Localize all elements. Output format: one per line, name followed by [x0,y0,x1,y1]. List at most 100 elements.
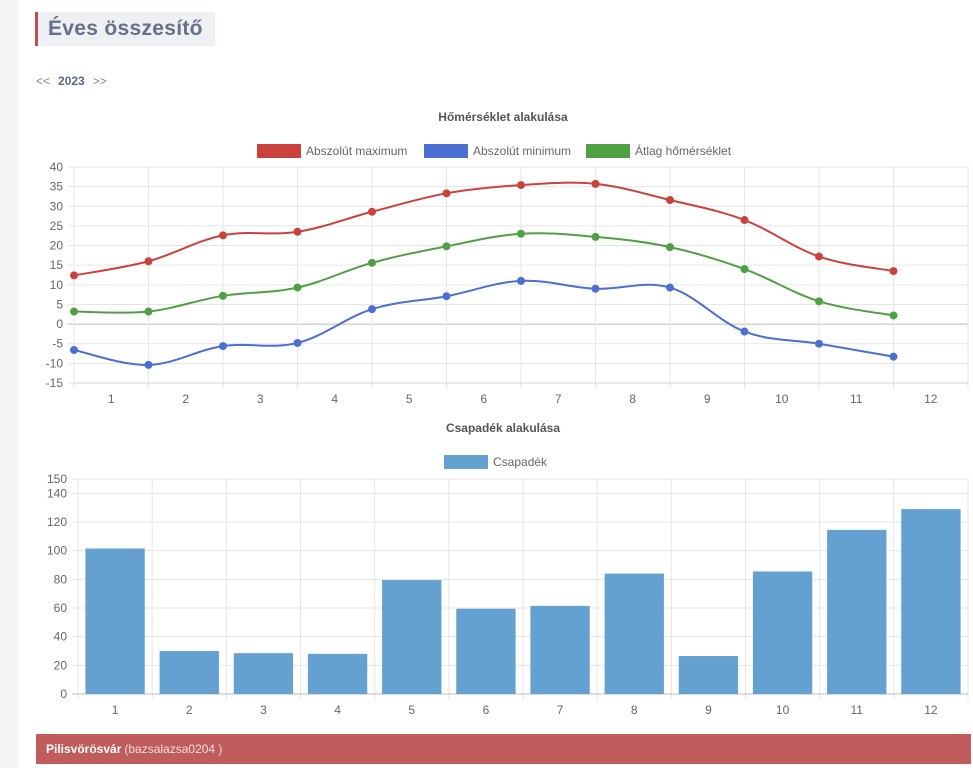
temperature-x-tick-label: 2 [182,392,189,406]
page-title-box: Éves összesítő [35,12,215,46]
temperature-data-point [70,346,78,355]
temperature-x-tick-label: 4 [331,392,338,406]
temperature-y-tick-label: 20 [50,239,64,253]
temperature-x-tick-label: 7 [555,392,562,406]
temperature-series-line [73,181,894,277]
precipitation-y-tick-label: 40 [54,630,68,644]
temperature-data-point [740,216,749,225]
temperature-data-point [517,229,525,238]
temperature-data-point [144,307,153,316]
page-title: Éves összesítő [48,17,203,40]
precipitation-bar [307,653,368,694]
precipitation-chart-title: Csapadék alakulása [446,421,560,435]
temperature-data-point [815,252,823,261]
precipitation-bar [233,653,294,694]
station-user: (bazsalazsa0204 ) [124,742,223,756]
temperature-y-tick-label: 10 [50,278,64,292]
precipitation-x-tick-label: 7 [557,703,564,717]
temperature-data-point [517,276,525,285]
temperature-series-line [73,232,894,317]
temperature-data-point [740,265,749,274]
precipitation-y-tick-label: 80 [54,572,68,586]
temperature-y-tick-label: 25 [50,219,64,233]
current-year: 2023 [58,74,85,88]
precipitation-x-tick-label: 12 [924,703,938,717]
temperature-legend-label: Abszolút maximum [306,144,407,158]
temperature-x-tick-label: 12 [924,392,938,406]
temperature-y-tick-label: -5 [52,337,63,351]
precipitation-x-tick-label: 10 [776,703,790,717]
temperature-y-tick-label: -15 [46,376,64,390]
temperature-data-point [219,342,227,351]
temperature-data-point [70,307,78,316]
temperature-data-point [293,227,302,236]
precipitation-bar [85,548,145,694]
year-navigation: << 2023 >> [36,74,107,88]
temperature-y-tick-label: 0 [56,317,63,331]
temperature-data-point [740,327,749,336]
temperature-x-tick-label: 5 [406,392,413,406]
temperature-y-tick-label: -10 [46,356,64,370]
temperature-series-line [73,279,894,366]
precipitation-y-tick-label: 150 [47,472,67,486]
temperature-data-point [815,339,823,348]
precipitation-bar [456,608,516,694]
temperature-y-tick-label: 30 [50,199,64,213]
temperature-data-point [368,305,376,314]
temperature-y-tick-label: 15 [50,258,64,272]
temperature-data-point [293,283,302,292]
temperature-data-point [442,189,451,198]
temperature-data-point [368,258,376,267]
temperature-legend-label: Abszolút minimum [473,144,571,158]
temperature-data-point [591,284,600,293]
temperature-data-point [591,179,600,188]
station-footer-bar: Pilisvörösvár (bazsalazsa0204 ) [36,734,971,764]
temperature-x-tick-label: 9 [704,392,711,406]
precipitation-y-tick-label: 20 [54,658,68,672]
station-name[interactable]: Pilisvörösvár [46,742,122,756]
temperature-data-point [70,271,78,280]
temperature-data-point [815,297,823,306]
temperature-data-point [666,243,674,252]
temperature-x-tick-label: 6 [480,392,487,406]
precipitation-bar [530,605,590,694]
temperature-x-tick-label: 3 [257,392,264,406]
precipitation-x-tick-label: 11 [851,703,864,717]
temperature-legend-swatch [424,144,468,158]
precipitation-x-tick-label: 4 [334,703,341,717]
temperature-data-point [442,242,451,251]
temperature-data-point [889,352,898,361]
temperature-x-tick-label: 11 [850,392,863,406]
temperature-data-point [666,283,674,292]
temperature-legend-swatch [586,144,630,158]
temperature-legend-swatch [257,144,301,158]
next-year-link[interactable]: >> [92,74,107,88]
temperature-data-point [442,292,451,301]
precipitation-y-tick-label: 140 [47,486,67,500]
precipitation-bar [159,651,219,694]
precipitation-x-tick-label: 8 [631,703,638,717]
precipitation-bar [752,571,813,694]
precipitation-y-tick-label: 100 [47,544,67,558]
temperature-data-point [368,207,376,216]
temperature-data-point [889,311,898,320]
precipitation-x-tick-label: 2 [186,703,193,717]
temperature-y-tick-label: 5 [56,297,63,311]
precipitation-legend-label: Csapadék [493,455,548,469]
temperature-data-point [219,291,227,300]
precipitation-x-tick-label: 3 [260,703,267,717]
previous-year-link[interactable]: << [36,74,51,88]
temperature-y-tick-label: 40 [50,160,64,174]
precipitation-x-tick-label: 1 [112,703,119,717]
temperature-data-point [144,360,153,369]
temperature-data-point [517,181,525,190]
temperature-data-point [889,267,898,276]
temperature-y-tick-label: 35 [50,180,64,194]
temperature-legend-label: Átlag hőmérséklet [635,143,732,158]
temperature-chart-title: Hőmérséklet alakulása [438,110,568,124]
precipitation-bar [827,529,887,694]
precipitation-y-tick-label: 0 [60,687,67,701]
temperature-data-point [219,231,227,240]
precipitation-bar [678,656,739,694]
